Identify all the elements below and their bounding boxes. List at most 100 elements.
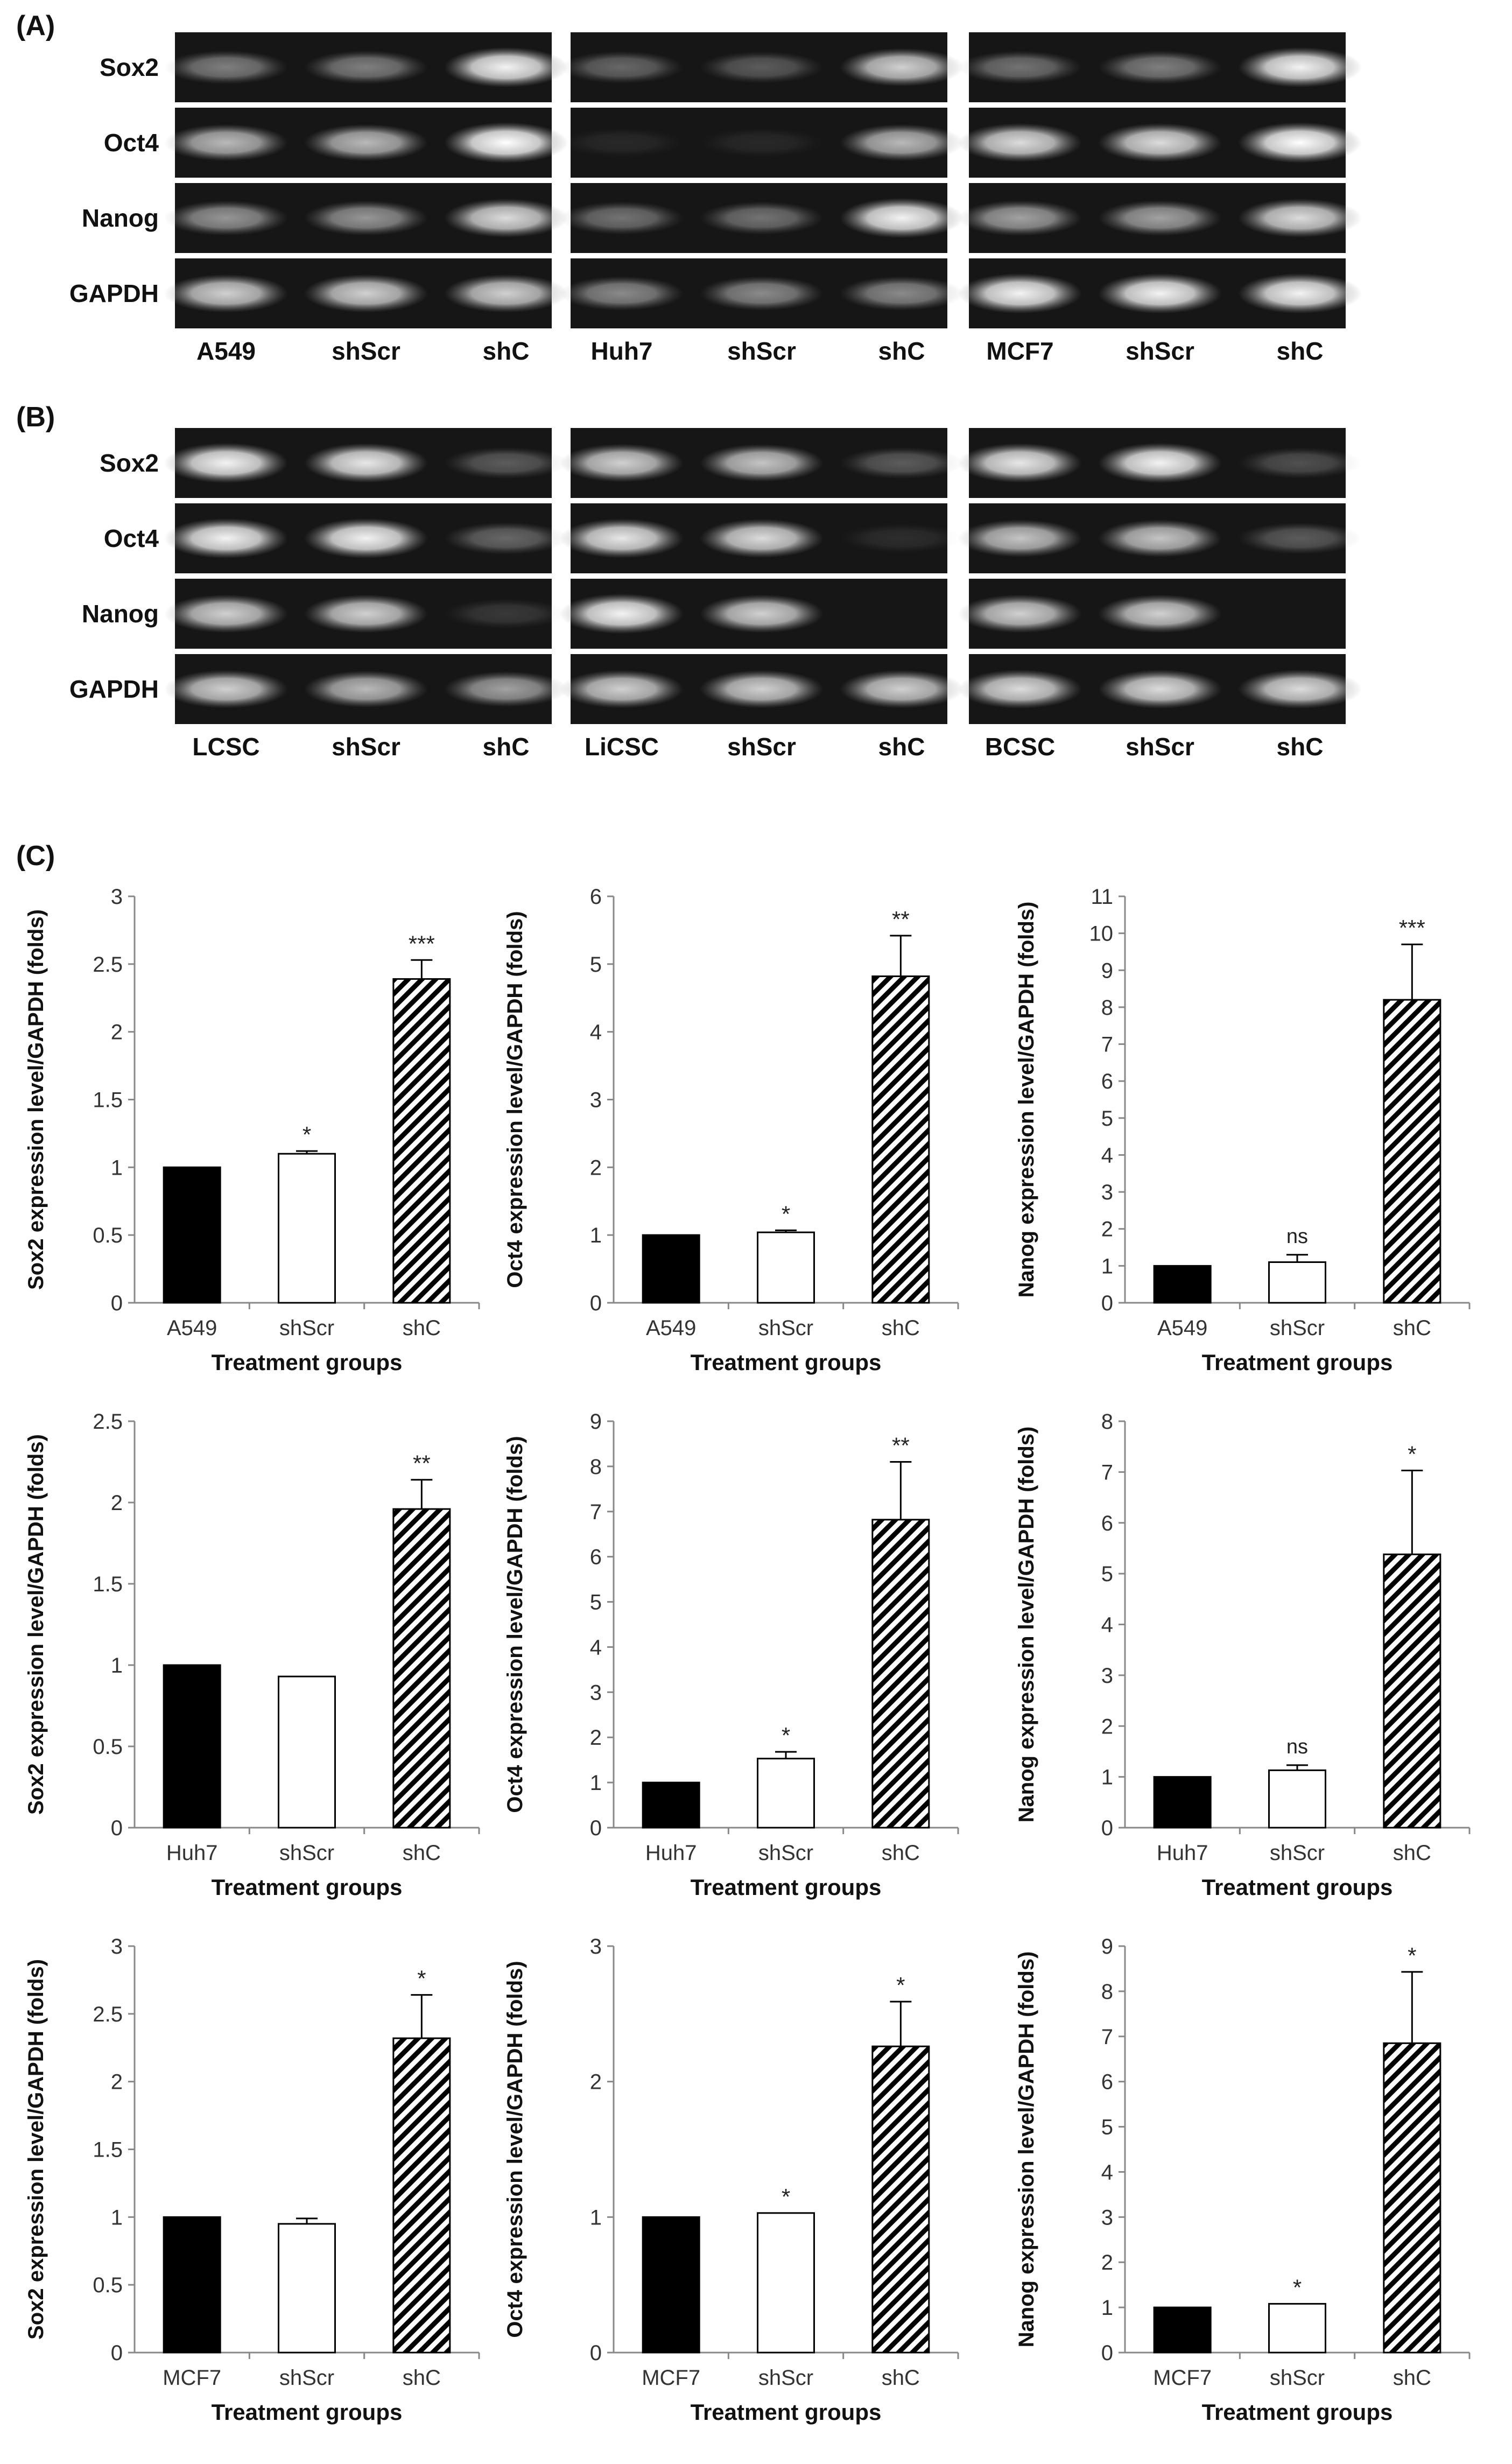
gel-band [700,444,824,482]
gel-band [304,443,428,483]
x-tick-label: shC [882,1316,920,1340]
bar-MCF7 [163,2216,221,2354]
y-tick-label: 2 [1101,1715,1113,1738]
y-axis-title: Nanog expression level/GAPDH (folds) [1015,1951,1038,2348]
gel-band [958,594,1082,633]
gel-band [958,200,1082,236]
y-tick-label: 2 [1101,2251,1113,2275]
y-axis-title: Oct4 expression level/GAPDH (folds) [503,1436,527,1813]
x-axis-title: Treatment groups [212,1350,403,1375]
gel-band [1098,520,1222,557]
y-tick-label: 1 [111,1654,123,1677]
gel-band [164,518,288,559]
y-tick-label: 1 [1101,1254,1113,1278]
x-tick-label: shScr [758,1841,813,1865]
y-tick-label: 0 [111,1816,123,1840]
gel-band [840,523,964,553]
y-tick-label: 6 [1101,1070,1113,1093]
y-tick-label: 3 [1101,1664,1113,1688]
significance-label: * [1293,2275,1302,2300]
x-tick-label: shScr [1270,2366,1325,2390]
x-tick-label: A549 [167,1316,217,1340]
bar-shC [392,2037,451,2354]
bar-shScr [278,1153,336,1304]
y-tick-label: 8 [1101,1410,1113,1434]
y-tick-label: 2 [590,2070,602,2094]
bar-A549 [163,1166,221,1304]
gel-band [560,128,684,157]
gel-band [700,670,824,708]
y-tick-label: 0 [1101,1291,1113,1315]
y-tick-label: 3 [1101,1181,1113,1204]
significance-label: * [782,2184,790,2209]
y-tick-label: 5 [590,1591,602,1614]
gel-band [304,124,428,162]
x-axis-title: Treatment groups [691,2399,882,2425]
gel-band [560,201,684,235]
gel-band [304,274,428,313]
gel-band [1238,447,1362,479]
significance-label: *** [409,931,435,956]
y-tick-label: 2 [111,1021,123,1044]
bar-Huh7 [1153,1776,1212,1829]
gel-lane-label: LiCSC [585,733,659,761]
y-axis-title: Oct4 expression level/GAPDH (folds) [503,1961,527,2337]
gel-band [444,522,568,555]
gel-band [958,443,1082,483]
gel-band [164,124,288,162]
significance-label: ** [892,907,910,932]
y-tick-label: 2.5 [93,953,123,977]
gel-band [560,518,684,558]
y-tick-label: 2 [111,2070,123,2094]
gel-lane-label: shC [483,733,530,761]
bar-shScr [757,1758,815,1829]
gel-band [958,520,1082,557]
y-tick-label: 3 [111,885,123,909]
y-tick-label: 5 [590,953,602,977]
x-tick-label: shC [403,1316,441,1340]
y-tick-label: 2 [590,1726,602,1750]
bar-shScr [278,1675,336,1829]
y-axis-title: Oct4 expression level/GAPDH (folds) [503,911,527,1288]
gel-band [700,594,824,633]
gel-band [700,128,824,157]
gel-lane-label: shC [1277,733,1324,761]
y-tick-label: 4 [590,1635,602,1659]
significance-label: * [782,1201,790,1226]
gel-band [1238,122,1362,163]
x-tick-label: shC [1393,2366,1431,2390]
y-tick-label: 9 [590,1410,602,1434]
y-tick-label: 3 [590,1089,602,1112]
gel-band [1098,669,1222,709]
gel-band [840,276,964,311]
gel-band [700,51,824,83]
y-tick-label: 6 [1101,2070,1113,2094]
bar-A549 [1153,1265,1212,1304]
significance-label: * [303,1122,311,1147]
y-tick-label: 3 [1101,2206,1113,2229]
gel-lane-label: shScr [332,337,400,365]
x-tick-label: shScr [758,2366,813,2390]
gel-band [958,123,1082,163]
y-tick-label: 1 [1101,1766,1113,1789]
gel-band [444,122,568,163]
y-tick-label: 2.5 [93,2003,123,2026]
gel-band [164,670,288,708]
gel-row-label: Oct4 [104,524,159,552]
gel-band [1098,594,1222,633]
y-tick-label: 2 [1101,1218,1113,1241]
y-tick-label: 1 [590,1224,602,1247]
x-tick-label: shScr [279,2366,334,2390]
gel-band [1238,47,1362,88]
x-tick-label: Huh7 [645,1841,697,1865]
x-tick-label: shC [882,1841,920,1865]
panel-label-c: (C) [16,840,55,872]
x-tick-label: Huh7 [166,1841,218,1865]
gel-band [164,200,288,236]
x-tick-label: shScr [279,1841,334,1865]
y-tick-label: 3 [590,1681,602,1704]
y-tick-label: 1.5 [93,2138,123,2162]
gel-row-label: Sox2 [100,53,159,81]
